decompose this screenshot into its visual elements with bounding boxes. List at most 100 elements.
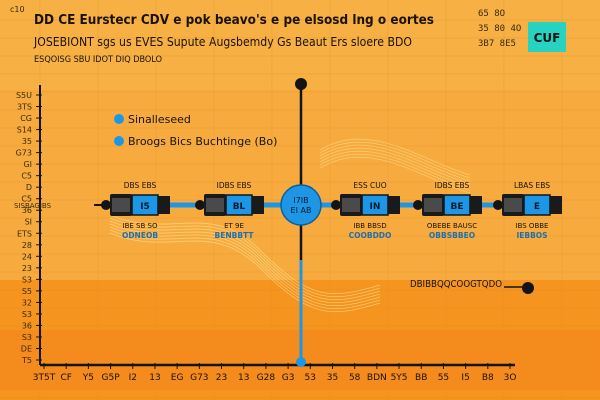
y-tick-label: ETS <box>17 229 32 238</box>
legend-label-1: Sinalleseed <box>128 113 191 126</box>
y-tick-label: S5 <box>22 287 32 296</box>
y-tick-label: S3 <box>22 275 32 284</box>
series-node-sub: ET 9E <box>224 222 244 230</box>
x-tick-label: 13 <box>238 373 249 383</box>
swoosh-line <box>319 150 471 188</box>
x-tick-label: 55 <box>438 373 449 383</box>
x-tick-label: BB <box>415 373 427 383</box>
series-node-end <box>195 200 205 210</box>
legend-marker-2 <box>114 136 124 146</box>
series-node-cap <box>158 196 170 214</box>
series-node-label: E <box>534 202 540 212</box>
legend-label-2: Broogs Bics Buchtinge (Bo) <box>128 135 277 148</box>
series-node-block-inner <box>424 198 442 212</box>
y-tick-label: 36 <box>22 206 32 215</box>
badge <box>528 22 566 52</box>
x-tick-label: 5Y5 <box>391 373 408 383</box>
y-tick-label: GI <box>23 160 32 169</box>
crosshair-top <box>295 78 307 90</box>
x-tick-label: Y5 <box>82 373 94 383</box>
series-node-block-inner <box>504 198 522 212</box>
swoosh-line <box>319 156 471 194</box>
x-tick-label: 53 <box>305 373 316 383</box>
series-node-cap <box>388 196 400 214</box>
series-node-hub <box>280 184 322 226</box>
x-tick-label: I2 <box>129 373 137 383</box>
y-tick-label: 35 <box>22 137 32 146</box>
swoosh-line <box>109 232 381 313</box>
series-node-top: DBS EBS <box>124 181 157 190</box>
swoosh-line <box>319 153 471 191</box>
header-line-3: ESQOISG SBU IDOT DIQ DBOLO <box>34 55 162 65</box>
x-tick-label: G73 <box>190 373 208 383</box>
y-tick-label: T5 <box>21 356 32 365</box>
series-node-label: I5 <box>140 202 150 212</box>
badge-label: CUF <box>534 31 561 45</box>
x-tick-label: G5P <box>102 373 121 383</box>
swoosh-line <box>109 226 381 307</box>
series-node-label: BL <box>233 202 246 212</box>
swoosh-line <box>109 223 381 304</box>
y-tick-label: 28 <box>22 241 32 250</box>
right-number-2: 35 80 4O <box>478 24 521 34</box>
series-node-cap <box>550 196 562 214</box>
y-tick-label: CG <box>20 114 32 123</box>
swoosh-line <box>319 141 471 179</box>
series-node-top: IDBS EBS <box>217 181 252 190</box>
series-node-label: BE <box>450 202 463 212</box>
right-number-3: 3B7 8E5 <box>478 39 516 49</box>
swoosh-line <box>109 220 381 301</box>
right-number-1: 65 8O <box>478 9 505 19</box>
y-tick-label: S3 <box>22 310 32 319</box>
y-tick-label: 3TS <box>17 103 32 112</box>
series-node-sub: OBEBE BAUSC <box>427 222 477 230</box>
x-tick-label: B8 <box>482 373 494 383</box>
y-tick-label: C5 <box>21 172 32 181</box>
y-tick-label: G73 <box>16 149 32 158</box>
series-node-top: IDBS EBS <box>435 181 470 190</box>
series-node-top: LBAS EBS <box>514 181 550 190</box>
x-tick-label: G3 <box>282 373 295 383</box>
x-tick-label: 13 <box>149 373 160 383</box>
series-node-sub: OBBSBBEO <box>429 231 475 240</box>
x-tick-label: 58 <box>349 373 361 383</box>
x-tick-label: G28 <box>257 373 276 383</box>
series-node-sub: IEBBOS <box>516 231 547 240</box>
series-node-cap <box>252 196 264 214</box>
swoosh-line <box>319 144 471 182</box>
series-node-sub: BENBBTT <box>215 231 255 240</box>
series-node-end <box>493 200 503 210</box>
y-tick-label: 32 <box>22 298 32 307</box>
series-node-end <box>331 200 341 210</box>
series-node-sub: IBB BBSD <box>353 222 386 230</box>
y-tick-label: 23 <box>22 264 32 273</box>
y-tick-label: SI <box>25 218 32 227</box>
series-node-block-inner <box>112 198 130 212</box>
series-node-top: ESS CUO <box>353 181 386 190</box>
series-node-label: IN <box>370 202 381 212</box>
swoosh-line <box>319 147 471 185</box>
series-node-sub: IBE SB SO <box>123 222 158 230</box>
series-node-end <box>413 200 423 210</box>
y-tick-label: 36 <box>22 321 32 330</box>
series-node-sub: COOBDDO <box>349 231 392 240</box>
y-tick-label: S5U <box>16 91 32 100</box>
top-left-tag: c10 <box>10 5 25 14</box>
y-tick-label: D <box>26 183 32 192</box>
annotation-label: DBIBBQQCOOGTQDO <box>410 279 502 290</box>
y-tick-label: DE <box>21 344 32 353</box>
x-tick-label: CF <box>60 373 71 383</box>
header-line-2: JOSEBIONT sgs us EVES Supute Augsbemdy G… <box>33 35 412 49</box>
series-node-label: I7IB <box>293 196 308 205</box>
crosshair-foot <box>296 357 306 367</box>
swoosh-line <box>109 217 381 298</box>
swoosh-line <box>109 229 381 310</box>
x-tick-label: 3T5T <box>33 373 56 383</box>
header-line-1: DD CE Eurstecr CDV e pok beavo's e pe el… <box>34 13 434 28</box>
series-node-block-inner <box>342 198 360 212</box>
x-tick-label: BDN <box>367 373 387 383</box>
series-node-end <box>101 200 111 210</box>
